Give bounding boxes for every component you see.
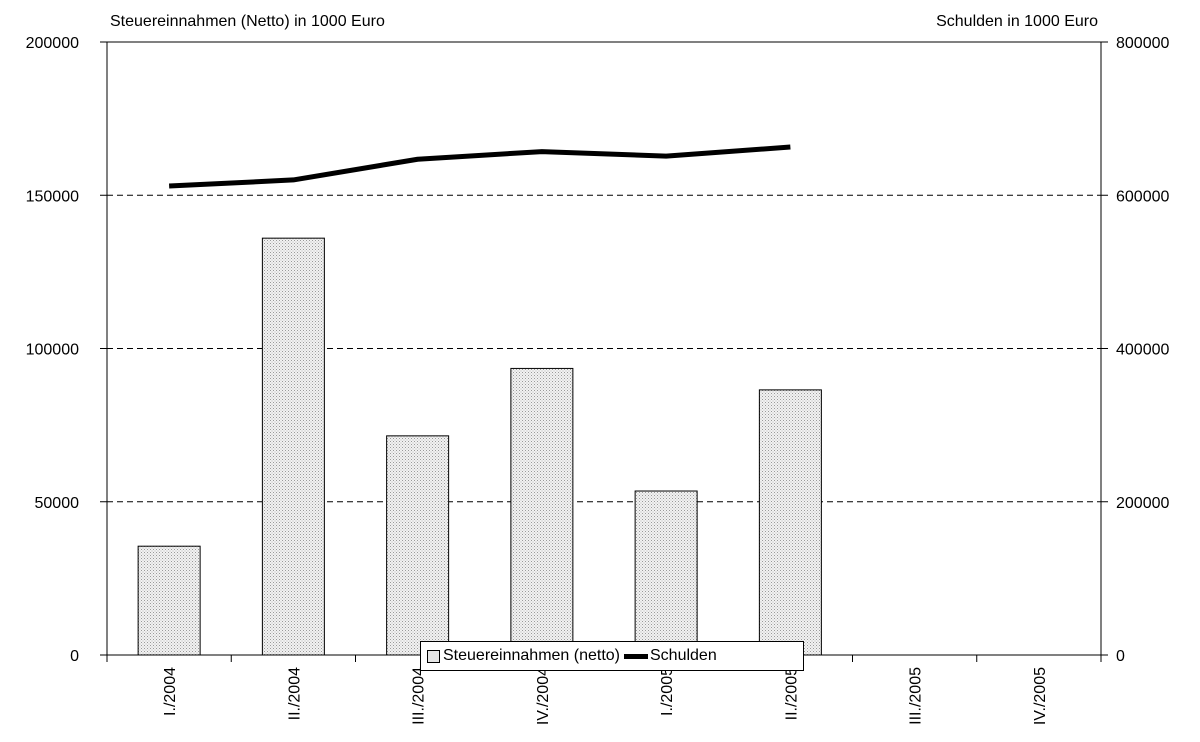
right-axis-title: Schulden in 1000 Euro	[936, 13, 1098, 30]
x-tick-label: III./2004	[411, 667, 428, 725]
x-tick-label: IV./2005	[1032, 667, 1049, 725]
right-tick-label: 200000	[1116, 495, 1169, 512]
legend-item-bar: Steuereinnahmen (netto)	[427, 647, 620, 665]
x-tick-label: I./2005	[659, 667, 676, 716]
legend-label-bar: Steuereinnahmen (netto)	[443, 647, 620, 664]
left-tick-label: 0	[70, 648, 79, 665]
x-tick-label: III./2005	[908, 667, 925, 725]
legend-line-swatch	[624, 653, 648, 659]
left-tick-label: 50000	[35, 495, 80, 512]
x-tick-label: I./2004	[162, 667, 179, 716]
legend-item-line: Schulden	[620, 647, 717, 665]
right-tick-label: 800000	[1116, 35, 1169, 52]
bar	[386, 435, 450, 656]
bar	[261, 237, 325, 656]
x-tick-label: II./2005	[783, 667, 800, 720]
left-axis-title: Steuereinnahmen (Netto) in 1000 Euro	[110, 13, 385, 30]
left-tick-label: 100000	[26, 342, 79, 359]
bar	[137, 545, 201, 656]
bar	[758, 389, 822, 656]
right-tick-label: 600000	[1116, 188, 1169, 205]
line-series	[169, 144, 791, 189]
right-tick-label: 0	[1116, 648, 1125, 665]
x-tick-label: II./2004	[286, 667, 303, 720]
bar	[634, 490, 698, 656]
left-tick-label: 200000	[26, 35, 79, 52]
right-tick-label: 400000	[1116, 342, 1169, 359]
x-tick-label: IV./2004	[535, 667, 552, 725]
legend: Steuereinnahmen (netto) Schulden	[420, 641, 804, 671]
legend-label-line: Schulden	[650, 647, 717, 664]
legend-bar-swatch	[427, 649, 440, 663]
left-tick-label: 150000	[26, 188, 79, 205]
bar	[510, 367, 574, 656]
